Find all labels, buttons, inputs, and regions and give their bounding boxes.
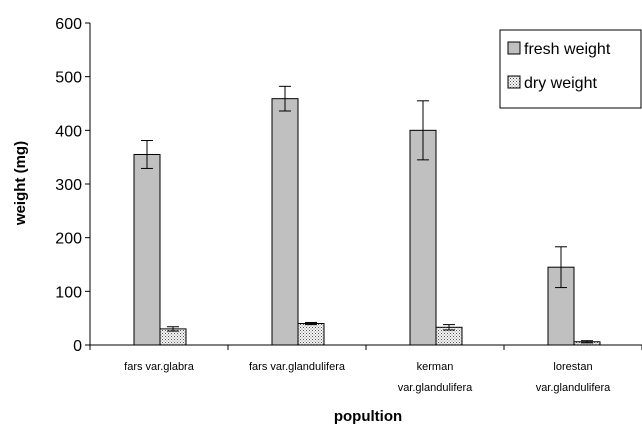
x-category-label: lorestan [553, 361, 592, 373]
y-tick-label: 200 [55, 231, 82, 248]
y-tick-label: 0 [73, 338, 82, 355]
legend-label-fresh-weight: fresh weight [524, 41, 611, 58]
fresh-weight-bar [134, 154, 160, 345]
x-category-label: fars var.glabra [124, 361, 195, 373]
y-axis-title: weight (mg) [12, 141, 29, 226]
y-tick-label: 500 [55, 70, 82, 87]
legend-swatch-fresh-weight [508, 42, 520, 54]
y-tick-label: 300 [55, 177, 82, 194]
y-tick-label: 600 [55, 16, 82, 33]
fresh-weight-bar [410, 130, 436, 345]
legend-swatch-dry-weight [508, 76, 520, 88]
legend-label-dry-weight: dry weight [524, 75, 597, 92]
x-category-label: var.glandulifera [536, 382, 611, 394]
y-tick-label: 400 [55, 123, 82, 140]
x-category-label: kerman [417, 361, 454, 373]
x-category-label: var.glandulifera [398, 382, 473, 394]
dry-weight-bar [298, 324, 324, 345]
fresh-weight-bar [272, 99, 298, 345]
x-axis-title: popultion [334, 408, 402, 425]
x-category-label: fars var.glandulifera [249, 361, 346, 373]
y-tick-label: 100 [55, 284, 82, 301]
